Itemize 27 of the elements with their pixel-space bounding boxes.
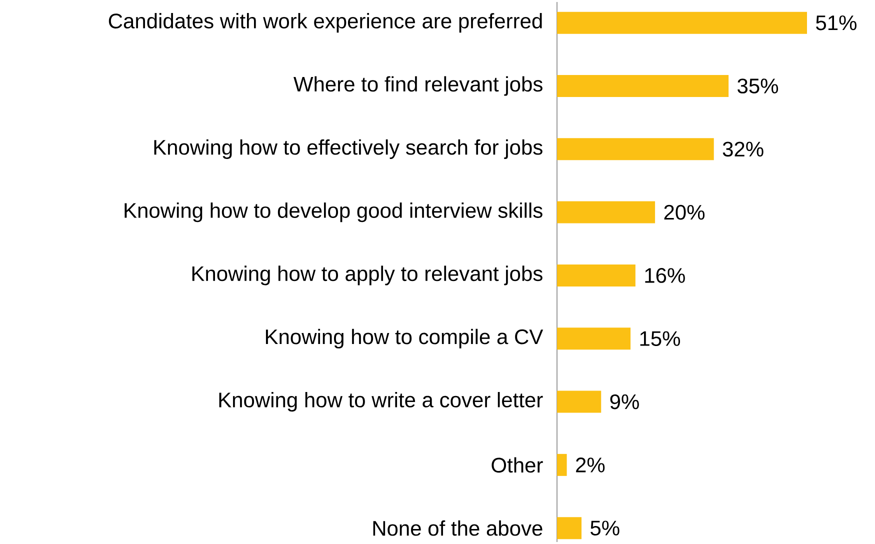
bar: [557, 12, 807, 34]
bar: [557, 454, 567, 476]
y-tick-label: Where to find relevant jobs: [294, 76, 542, 96]
bar: [557, 390, 602, 413]
data-label: 2%: [576, 458, 605, 472]
bar: [557, 264, 636, 286]
data-label: 20%: [664, 204, 705, 220]
bar: [557, 138, 714, 160]
y-tick-label: Knowing how to effectively search for jobs: [154, 139, 542, 159]
data-label: 9%: [610, 394, 639, 410]
y-tick-label: Knowing how to compile a CV: [266, 328, 544, 348]
data-label: 5%: [590, 520, 620, 536]
data-label: 51%: [816, 15, 856, 30]
y-tick-label: Knowing how to write a cover letter: [219, 392, 543, 412]
y-tick-label: Knowing how to develop good interview skills: [124, 202, 542, 222]
bar: [557, 328, 631, 350]
y-tick-label: Candidates with work experience are preferred: [108, 13, 542, 33]
data-label: 16%: [645, 268, 685, 283]
data-label: 15%: [640, 331, 680, 346]
y-tick-label: Knowing how to apply to relevant jobs: [192, 266, 542, 286]
bar: [557, 74, 729, 97]
y-tick-label: Other: [492, 457, 543, 473]
y-tick-label: None of the above: [373, 520, 542, 536]
data-label: 35%: [738, 78, 778, 94]
bar: [557, 517, 582, 540]
bar: [557, 201, 656, 224]
data-label: 32%: [722, 142, 764, 157]
